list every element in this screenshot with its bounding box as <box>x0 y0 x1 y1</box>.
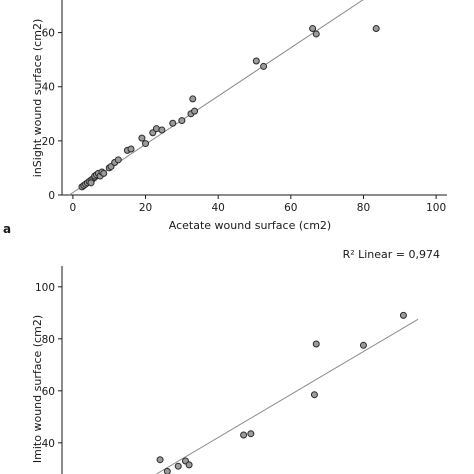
panel-a-plot: 0 20 40 60 0 20 40 60 80 100 Acetate wound surfa… <box>3 0 447 236</box>
panel-a-y-tick-label-20: 20 <box>42 136 55 148</box>
panel-a-data-point <box>191 107 199 115</box>
panel-b-data-point <box>185 461 193 469</box>
panel-a-data-point <box>252 57 260 65</box>
panel-b-r2-annotation: R² Linear = 0,974 <box>343 248 440 261</box>
panel-a-y-tick-label-0: 0 <box>48 190 55 202</box>
panel-b-y-tick-label-40: 40 <box>42 438 55 450</box>
panel-a-y-tick-label-40: 40 <box>42 82 55 94</box>
panel-a-data-point <box>127 145 135 153</box>
panel-b-y-ticks: 40 60 80 100 <box>35 282 62 450</box>
panel-a-letter: a <box>3 222 11 236</box>
panel-a-data-point <box>260 62 268 70</box>
panel-b-data-point <box>312 340 320 348</box>
panel-b-plot: 40 60 80 100 R² Linear = 0,974 Imito wound … <box>31 248 440 474</box>
panel-a-x-axis-title: Acetate wound surface (cm2) <box>169 219 331 232</box>
panel-a-x-tick-label-40: 40 <box>211 202 224 214</box>
panel-a-x-ticks: 0 20 40 60 80 100 <box>70 195 446 214</box>
panel-a-data-point <box>309 25 317 33</box>
panel-a-data-point <box>142 140 150 148</box>
panel-b-data-point <box>399 311 407 319</box>
panel-a-data-point <box>178 117 186 125</box>
panel-a-data-point <box>138 134 146 142</box>
panel-a-data-point <box>312 30 320 38</box>
panel-b-y-tick-label-60: 60 <box>42 386 55 398</box>
panel-a-x-tick-label-80: 80 <box>357 202 370 214</box>
panel-a-x-tick-label-20: 20 <box>139 202 152 214</box>
panel-a-data-point <box>158 126 166 134</box>
panel-a-x-tick-label-100: 100 <box>426 202 446 214</box>
panel-b-data-point <box>156 456 164 464</box>
panel-b-fit-line <box>156 318 419 474</box>
panel-a-data-point <box>114 156 122 164</box>
panel-a-x-tick-label-0: 0 <box>70 202 77 214</box>
panel-a-x-tick-label-60: 60 <box>284 202 297 214</box>
panel-b-data-point <box>247 430 255 438</box>
panel-b-data-point <box>174 462 182 470</box>
panel-b-data-point <box>240 431 248 439</box>
panel-b-data-point <box>359 341 367 349</box>
panel-a-data-point <box>87 179 95 187</box>
panel-a-points <box>78 25 380 191</box>
panel-b-y-tick-label-100: 100 <box>35 282 55 294</box>
panel-b-y-axis-title: Imito wound surface (cm2) <box>31 315 44 463</box>
panel-a-data-point <box>372 25 380 33</box>
panel-b-points <box>156 311 407 474</box>
panel-b-data-point <box>310 391 318 399</box>
panel-a-data-point <box>189 95 197 103</box>
panel-b-y-tick-label-80: 80 <box>42 334 55 346</box>
panel-a-data-point <box>100 169 108 177</box>
panel-a-data-point <box>169 119 177 127</box>
panel-b-data-point <box>163 467 171 474</box>
panel-a-y-ticks: 0 20 40 60 <box>42 28 62 202</box>
panel-a-y-tick-label-60: 60 <box>42 28 55 40</box>
panel-a-y-axis-title: inSight wound surface (cm2) <box>31 19 44 177</box>
